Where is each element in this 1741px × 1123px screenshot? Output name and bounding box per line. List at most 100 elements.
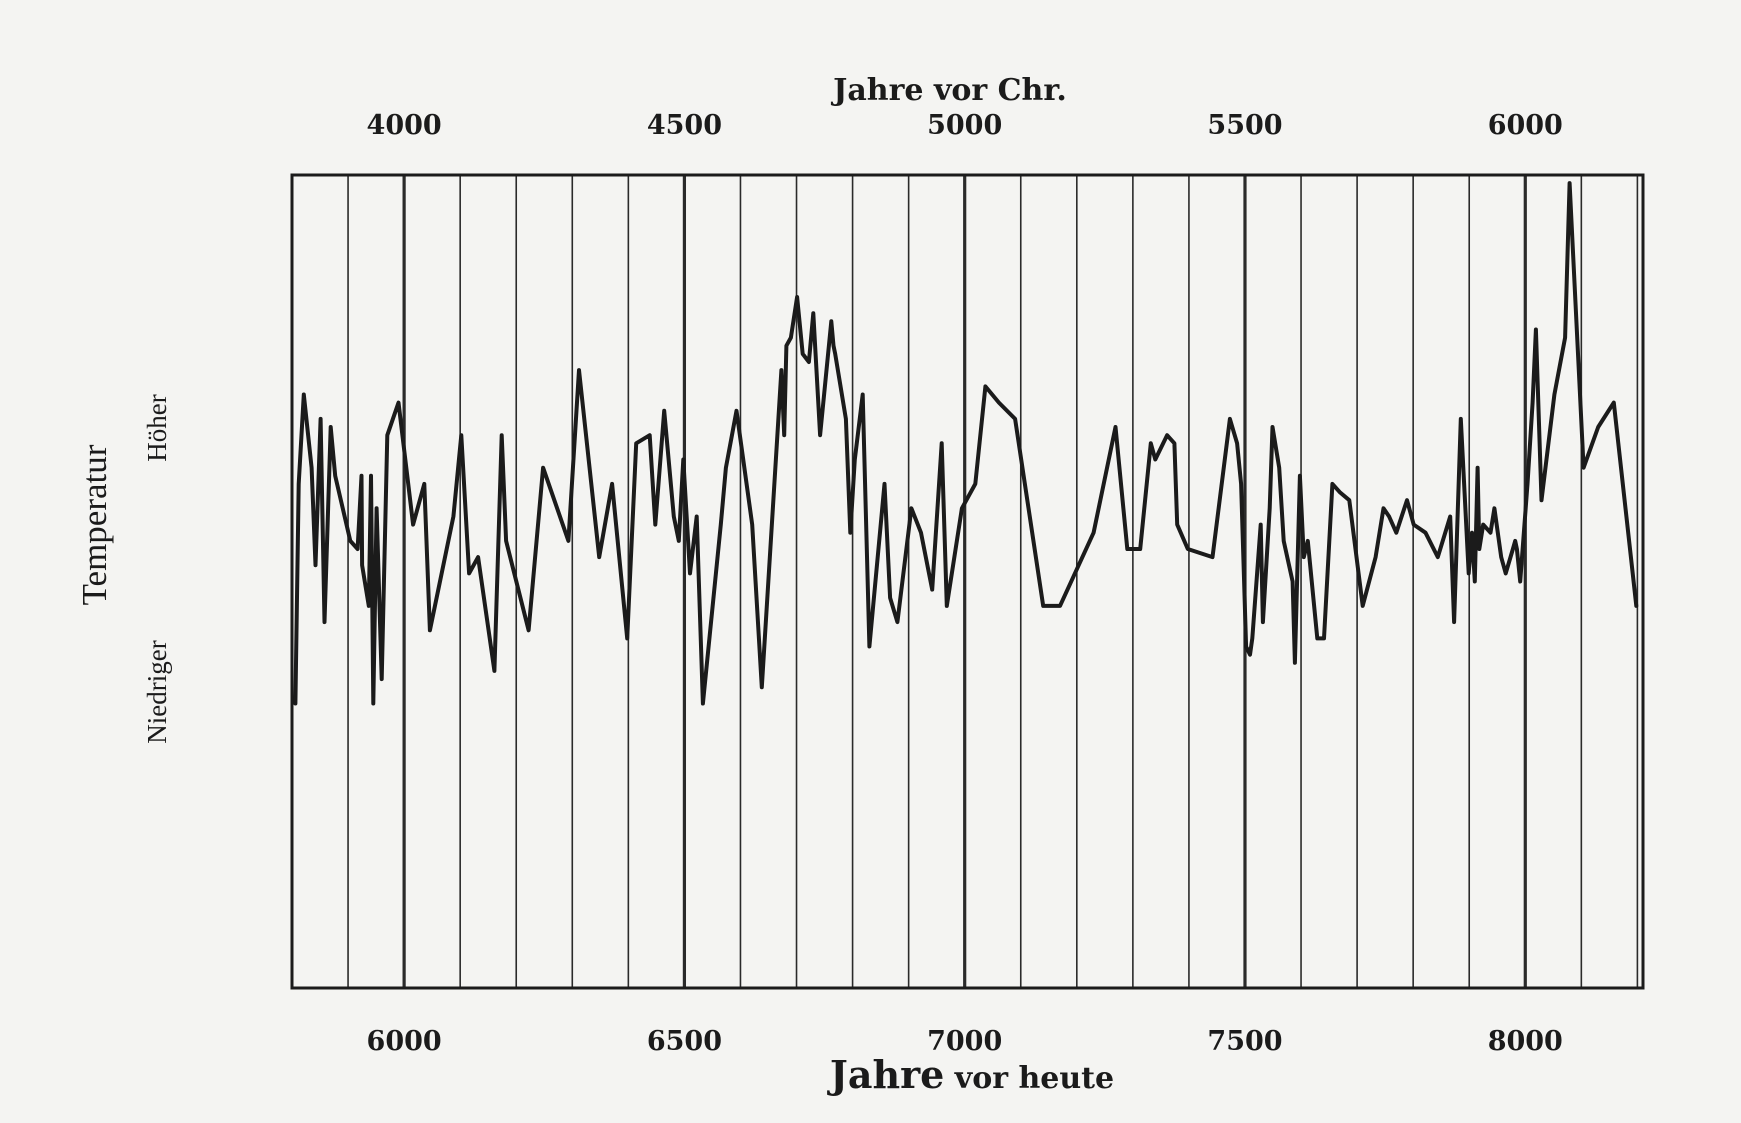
data-point [371,701,375,705]
data-point [1481,523,1485,527]
data-point [1259,523,1263,527]
data-point [1244,645,1248,649]
data-point [782,433,786,437]
data-point [1210,555,1214,559]
data-point [1582,466,1586,470]
data-point [677,539,681,543]
data-point [527,628,531,632]
data-point [909,506,913,510]
data-point [1153,458,1157,462]
data-point [1013,417,1017,421]
y-axis-title: Temperatur [75,444,114,605]
data-point [1291,580,1295,583]
data-point [1504,571,1508,575]
data-point [1526,482,1530,486]
data-point [848,531,852,535]
bottom-tick-label: 6500 [647,1026,722,1057]
data-point [360,474,364,478]
data-point [724,466,728,470]
data-point [861,393,865,397]
data-point [779,368,783,372]
data-point [492,669,496,673]
data-point [1470,531,1474,535]
data-point [1175,523,1179,527]
data-point [883,482,887,486]
data-point [1298,474,1302,478]
data-point [348,539,352,543]
data-point [688,571,692,575]
data-point [1448,514,1452,518]
data-point [735,409,739,413]
data-point [1634,604,1638,608]
data-point [323,620,327,624]
data-point [1387,514,1391,518]
data-point [1568,181,1572,185]
data-point [807,360,811,364]
data-point [1423,531,1427,535]
data-point [1239,482,1243,486]
data-point [1322,636,1326,640]
series-points [293,181,1638,705]
data-point [310,466,314,470]
data-point [930,588,934,592]
data-point [1452,620,1456,624]
data-point [648,433,652,437]
data-point [1172,441,1176,445]
data-point [1405,498,1409,502]
top-axis-ticks: 4000 4500 5000 5500 6000 [367,110,1563,141]
data-point [811,311,815,315]
plot-frame [290,173,1645,990]
data-point [1492,506,1496,510]
data-point [319,417,323,421]
bottom-axis-title: Jahre vor heute [827,1052,1114,1097]
data-point [367,604,371,608]
data-point [422,482,426,486]
chart-grid [291,175,1639,988]
data-point [1531,401,1535,405]
data-point [784,344,788,348]
data-point [1511,547,1515,551]
data-point [1165,433,1169,437]
data-point [789,336,793,340]
data-point [1518,580,1522,583]
top-tick-label: 5000 [927,110,1002,141]
data-point [1282,539,1286,543]
data-point [467,571,471,575]
data-point [1338,490,1342,494]
data-point [314,563,318,567]
y-axis-low-label: Niedriger [142,640,172,743]
data-point [829,319,833,323]
bottom-axis-ticks: 6000 6500 7000 7500 8000 [367,1026,1563,1057]
data-point [504,539,508,543]
data-point [369,474,373,478]
data-point [1228,417,1232,421]
data-point [1394,531,1398,535]
data-point [356,547,360,551]
data-point [1315,636,1319,640]
data-point [1041,604,1045,608]
data-point [1563,336,1567,340]
data-point [1540,498,1544,502]
data-point [1534,327,1538,331]
top-tick-label: 4000 [367,110,442,141]
data-point [1277,466,1281,470]
data-point [833,352,837,356]
data-point [1477,547,1481,551]
data-point [597,555,601,559]
data-point [997,401,1001,405]
data-point [844,417,848,421]
top-tick-label: 4500 [647,110,722,141]
data-point [983,384,987,388]
data-point [681,458,685,462]
data-point [919,531,923,535]
data-point [1347,498,1351,502]
data-point [500,433,504,437]
data-point [1374,555,1378,559]
data-point [451,514,455,518]
bottom-tick-label: 8000 [1488,1026,1563,1057]
data-point [329,425,333,429]
data-point [375,506,379,510]
data-point [888,596,892,600]
top-tick-label: 5500 [1207,110,1282,141]
